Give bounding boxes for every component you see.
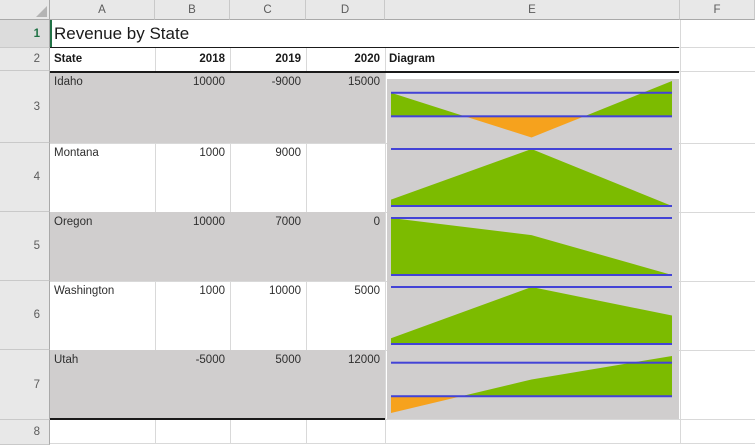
area-chart-oregon[interactable]: [387, 212, 679, 281]
cell-2019[interactable]: 5000: [275, 354, 301, 366]
header-cell-state[interactable]: State: [54, 53, 83, 65]
header-cell-2019[interactable]: 2019: [275, 53, 301, 65]
cell-state[interactable]: Oregon: [54, 216, 93, 228]
header-cell-2018[interactable]: 2018: [199, 53, 225, 65]
cell-state[interactable]: Utah: [54, 354, 79, 366]
column-header-e[interactable]: E: [385, 0, 680, 20]
area-chart-montana[interactable]: [387, 143, 679, 212]
row-header-1[interactable]: 1: [0, 20, 50, 48]
header-cell-diagram[interactable]: Diagram: [389, 53, 436, 65]
title-cell[interactable]: Revenue by State: [54, 23, 190, 43]
cell-state[interactable]: Washington: [54, 285, 115, 297]
table-bottom-border: [50, 418, 385, 420]
title-bottom-border: [50, 46, 679, 48]
column-header-a[interactable]: A: [50, 0, 155, 20]
area-chart-idaho[interactable]: [387, 73, 679, 143]
row-header-5[interactable]: 5: [0, 212, 50, 281]
cell-2018[interactable]: 1000: [199, 285, 225, 297]
selection-border: [50, 20, 52, 47]
column-header-f[interactable]: F: [680, 0, 755, 20]
cell-2018[interactable]: -5000: [195, 354, 225, 366]
row-header-6[interactable]: 6: [0, 281, 50, 350]
cell-state[interactable]: Montana: [54, 147, 99, 159]
row-shading-idaho: [50, 73, 385, 143]
cell-2020[interactable]: 0: [373, 216, 380, 228]
row-header-8[interactable]: 8: [0, 420, 50, 445]
column-header-d[interactable]: D: [306, 0, 385, 20]
column-header-c[interactable]: C: [230, 0, 306, 20]
select-all-corner[interactable]: [0, 0, 50, 20]
cell-2019[interactable]: 7000: [275, 216, 301, 228]
row-shading-oregon: [50, 212, 385, 281]
cell-2019[interactable]: 10000: [269, 285, 301, 297]
column-header-b[interactable]: B: [155, 0, 230, 20]
cell-2020[interactable]: 5000: [354, 285, 380, 297]
header-cell-2020[interactable]: 2020: [354, 53, 380, 65]
cell-2019[interactable]: 9000: [275, 147, 301, 159]
row-header-7[interactable]: 7: [0, 350, 50, 420]
cell-2020[interactable]: 12000: [348, 354, 380, 366]
row-shading-utah: [50, 350, 385, 418]
cell-2020[interactable]: 15000: [348, 76, 380, 88]
corner-triangle-icon: [36, 6, 47, 17]
area-chart-utah[interactable]: [387, 350, 679, 419]
cell-2018[interactable]: 1000: [199, 147, 225, 159]
cell-2018[interactable]: 10000: [193, 76, 225, 88]
area-chart-washington[interactable]: [387, 281, 679, 350]
row-header-4[interactable]: 4: [0, 143, 50, 212]
cell-2019[interactable]: -9000: [271, 76, 301, 88]
row-header-3[interactable]: 3: [0, 71, 50, 143]
cell-state[interactable]: Idaho: [54, 76, 83, 88]
cell-2018[interactable]: 10000: [193, 216, 225, 228]
header-bottom-border: [50, 71, 679, 73]
row-header-2[interactable]: 2: [0, 48, 50, 71]
